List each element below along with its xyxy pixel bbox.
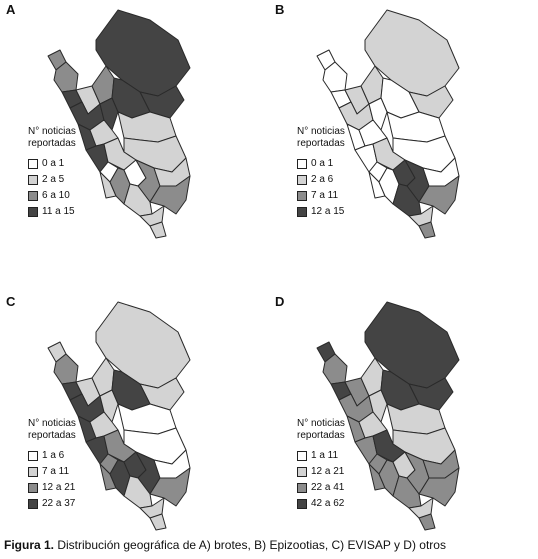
region-puno	[418, 467, 460, 507]
legend-label: 11 a 15	[42, 206, 75, 217]
region-tacna	[149, 513, 167, 531]
region-moquegua	[139, 205, 165, 227]
map-panel-c: C N° noticias reportadas 1 a 6 7 a 11 12 a 21…	[0, 292, 269, 554]
legend-swatch	[297, 451, 307, 461]
region-puno	[418, 175, 460, 215]
legend-label: 7 a 11	[42, 466, 70, 477]
region-puno	[149, 175, 191, 215]
peru-map	[47, 301, 191, 531]
legend-item: 12 a 15	[297, 204, 345, 220]
panel-letter: D	[275, 294, 285, 309]
legend-item: 22 a 37	[28, 496, 76, 512]
legend-title: N° noticias reportadas	[28, 126, 76, 150]
legend-swatch	[297, 175, 307, 185]
region-moquegua	[408, 205, 434, 227]
legend-item: 42 a 62	[297, 496, 345, 512]
legend-label: 22 a 37	[42, 498, 76, 509]
region-tacna	[418, 513, 436, 531]
legend-swatch	[28, 483, 38, 493]
legend: N° noticias reportadas 0 a 1 2 a 5 6 a 10 11 …	[28, 126, 76, 220]
peru-map	[47, 9, 191, 239]
legend-label: 12 a 15	[311, 206, 345, 217]
legend-item: 6 a 10	[28, 188, 76, 204]
legend: N° noticias reportadas 1 a 6 7 a 11 12 a 21 2…	[28, 418, 76, 512]
legend-item: 22 a 41	[297, 480, 345, 496]
region-puno	[149, 467, 191, 507]
legend-item: 7 a 11	[297, 188, 345, 204]
legend-item: 12 a 21	[28, 480, 76, 496]
legend-label: 6 a 10	[42, 190, 70, 201]
legend-item: 1 a 6	[28, 448, 76, 464]
legend-item: 11 a 15	[28, 204, 76, 220]
panel-letter: C	[6, 294, 16, 309]
legend-label: 22 a 41	[311, 482, 345, 493]
legend-item: 12 a 21	[297, 464, 345, 480]
legend-swatch	[297, 159, 307, 169]
legend: N° noticias reportadas 1 a 11 12 a 21 22 a 4…	[297, 418, 345, 512]
legend-label: 2 a 6	[311, 174, 334, 185]
legend-label: 2 a 5	[42, 174, 65, 185]
legend-swatch	[28, 191, 38, 201]
region-tacna	[418, 221, 436, 239]
legend-title: N° noticias reportadas	[297, 418, 345, 442]
legend-title-line1: N° noticias	[297, 126, 345, 137]
map-panel-a: A N° noticias reportadas 0 a 1 2 a 5 6 a 10 11…	[0, 0, 269, 262]
map-panel-d: D N° noticias reportadas 1 a 11 12 a 21 22 a …	[269, 292, 538, 554]
legend-label: 1 a 6	[42, 450, 65, 461]
legend-item: 1 a 11	[297, 448, 345, 464]
legend-swatch	[28, 451, 38, 461]
legend-title-line1: N° noticias	[297, 418, 345, 429]
legend-item: 0 a 1	[28, 156, 76, 172]
map-panel-b: B N° noticias reportadas 0 a 1 2 a 6 7 a 11 12…	[269, 0, 538, 262]
peru-map	[316, 301, 460, 531]
legend-title-line2: reportadas	[28, 138, 76, 149]
caption-text: Distribución geográfica de A) brotes, B)…	[54, 538, 446, 552]
legend-label: 1 a 11	[311, 450, 339, 461]
legend-swatch	[297, 191, 307, 201]
legend-label: 0 a 1	[42, 158, 65, 169]
legend-label: 42 a 62	[311, 498, 345, 509]
legend-swatch	[28, 159, 38, 169]
legend-label: 0 a 1	[311, 158, 334, 169]
panel-letter: B	[275, 2, 285, 17]
legend-item: 2 a 5	[28, 172, 76, 188]
legend-swatch	[28, 499, 38, 509]
legend-title: N° noticias reportadas	[297, 126, 345, 150]
legend-swatch	[28, 175, 38, 185]
region-huanuco	[99, 389, 119, 423]
legend-title-line1: N° noticias	[28, 126, 76, 137]
region-tacna	[149, 221, 167, 239]
legend-label: 12 a 21	[42, 482, 76, 493]
legend-swatch	[297, 207, 307, 217]
legend-swatch	[297, 483, 307, 493]
legend-swatch	[28, 467, 38, 477]
legend-title-line1: N° noticias	[28, 418, 76, 429]
legend-item: 7 a 11	[28, 464, 76, 480]
legend-title-line2: reportadas	[297, 138, 345, 149]
region-moquegua	[408, 497, 434, 519]
region-huanuco	[368, 97, 388, 131]
region-huanuco	[99, 97, 119, 131]
legend-title-line2: reportadas	[28, 430, 76, 441]
peru-map	[316, 9, 460, 239]
legend-item: 0 a 1	[297, 156, 345, 172]
legend-label: 12 a 21	[311, 466, 345, 477]
legend-label: 7 a 11	[311, 190, 339, 201]
legend-title-line2: reportadas	[297, 430, 345, 441]
region-moquegua	[139, 497, 165, 519]
figure-caption: Figura 1. Distribución geográfica de A) …	[4, 538, 446, 552]
legend-swatch	[297, 467, 307, 477]
legend-swatch	[297, 499, 307, 509]
legend-title: N° noticias reportadas	[28, 418, 76, 442]
caption-label: Figura 1.	[4, 538, 55, 552]
region-huanuco	[368, 389, 388, 423]
panel-letter: A	[6, 2, 16, 17]
legend-swatch	[28, 207, 38, 217]
legend: N° noticias reportadas 0 a 1 2 a 6 7 a 11 12 …	[297, 126, 345, 220]
legend-item: 2 a 6	[297, 172, 345, 188]
